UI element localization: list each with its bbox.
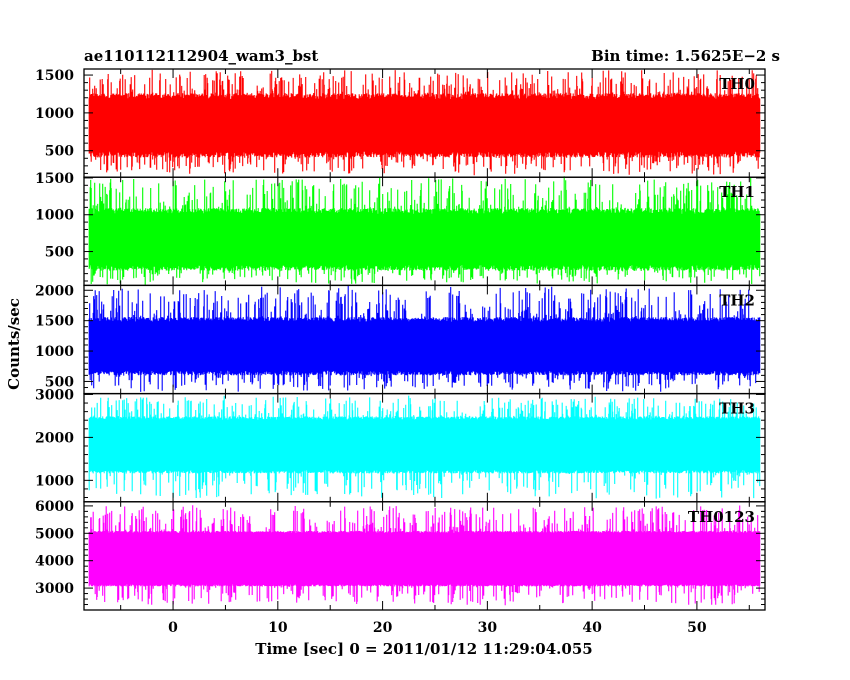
panel-frame [83,501,766,611]
y-tick-label: 1000 [35,473,74,489]
x-tick-label: 30 [478,620,498,636]
panels-group: 500 1000 1500 TH0 500 1000 1500 TH1 500 1000 1500 2… [35,68,766,611]
x-tick-label: 40 [582,620,602,636]
x-tick-label: 0 [168,620,178,636]
series-th0123-trace [88,505,761,606]
y-tick-label: 3000 [35,581,74,597]
y-tick-label: 1500 [35,314,74,330]
series-label-th3: TH3 [719,400,755,418]
y-tick-label: 1500 [35,68,74,84]
x-tick-label: 20 [373,620,393,636]
y-tick-label: 1000 [35,208,74,224]
y-tick-label: 4000 [35,554,74,570]
y-tick-label: 1000 [35,106,74,122]
y-tick-label: 6000 [35,499,74,515]
series-th0-trace [88,69,761,176]
y-tick-label: 500 [45,245,74,261]
y-tick-label: 500 [45,374,74,390]
series-th1-trace [88,176,761,285]
y-tick-label: 1500 [35,171,74,187]
y-tick-label: 3000 [35,387,74,403]
y-tick-label: 1000 [35,344,74,360]
panel-th3: 1000 2000 3000 TH3 [35,387,766,503]
series-th2-trace [88,285,761,392]
panel-th0123: 3000 4000 5000 6000 TH0123 [35,499,766,611]
x-axis-label: Time [sec] 0 = 2011/01/12 11:29:04.055 [255,640,592,658]
panel-th1: 500 1000 1500 TH1 [35,171,766,287]
series-label-th2: TH2 [719,291,755,309]
x-tick-label: 50 [687,620,707,636]
y-tick-label: 5000 [35,526,74,542]
x-tick-label: 10 [268,620,288,636]
y-tick-label: 2000 [35,430,74,446]
chart-title: ae110112112904_wam3_bst [84,47,318,65]
y-axis-label: Counts/sec [5,298,23,390]
y-tick-label: 500 [45,144,74,160]
series-label-th1: TH1 [719,183,755,201]
series-th3-trace [88,395,761,499]
panel-th0: 500 1000 1500 TH0 [35,68,766,178]
series-label-th0123: TH0123 [688,508,755,526]
series-label-th0: TH0 [719,75,755,93]
bin-time-label: Bin time: 1.5625E−2 s [591,47,780,65]
panel-th2: 500 1000 1500 2000 TH2 [35,283,766,395]
y-tick-label: 2000 [35,283,74,299]
x-axis: 0 10 20 30 40 50 [168,620,707,636]
